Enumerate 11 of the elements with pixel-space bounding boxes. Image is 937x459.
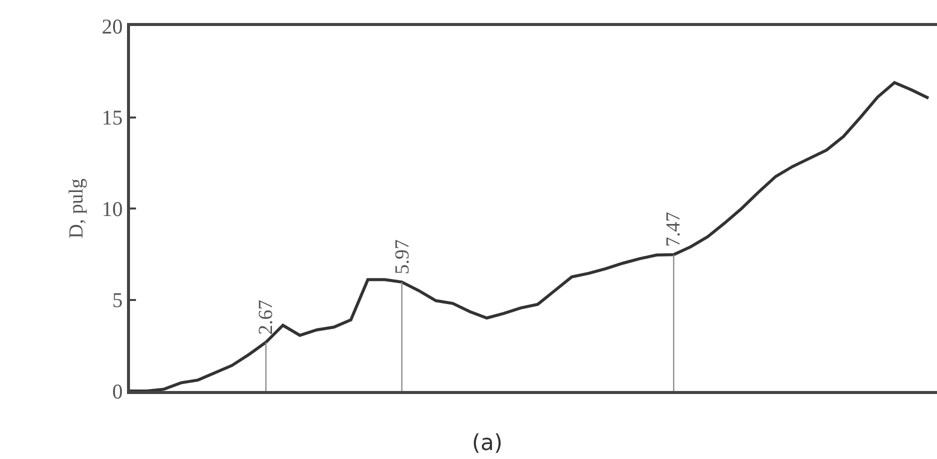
text: (a) bbox=[472, 430, 503, 456]
y-tick-label: 10 bbox=[102, 196, 123, 221]
line-series bbox=[130, 81, 930, 391]
annotation: 5.97 bbox=[391, 239, 414, 274]
y-axis-title: D, pulg bbox=[65, 178, 88, 238]
y-tick-label: 5 bbox=[112, 288, 123, 312]
y-tick-label: 15 bbox=[102, 106, 123, 130]
y-tick-label: 20 bbox=[102, 14, 123, 38]
y-tick-label: 0 bbox=[112, 379, 123, 404]
annotation: 7.47 bbox=[662, 212, 684, 247]
annotation: 2.67 bbox=[255, 300, 278, 335]
